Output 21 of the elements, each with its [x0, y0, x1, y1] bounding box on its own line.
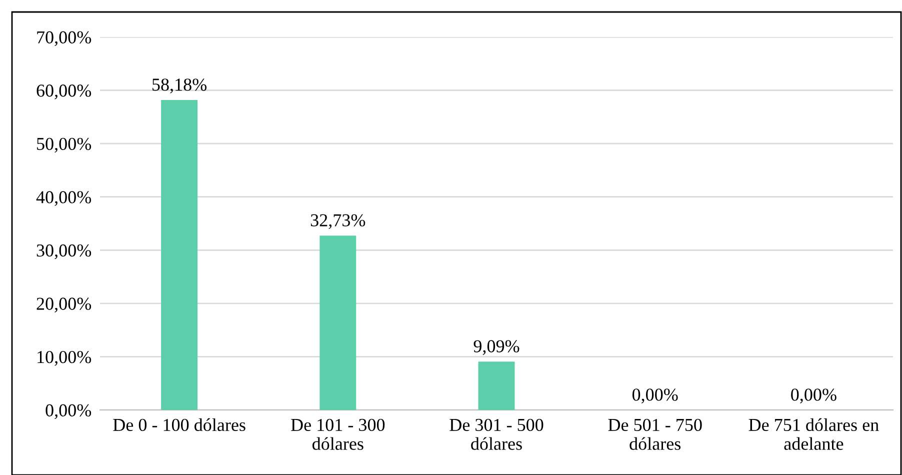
y-tick-label: 60,00% [36, 84, 92, 100]
x-tick-label: De 501 - 750 dólares [608, 418, 702, 450]
y-tick-label: 10,00% [38, 350, 92, 366]
data-label: 0,00% [791, 388, 836, 404]
y-tick-label: 40,00% [36, 191, 92, 206]
bar [478, 362, 515, 410]
data-label: 0,00% [632, 388, 678, 404]
x-tick-label: De 0 - 100 dólares [113, 418, 246, 432]
data-label: 9,09% [474, 340, 520, 355]
x-tick-label: De 101 - 300 dólares [291, 418, 385, 450]
y-tick-label: 50,00% [37, 138, 92, 153]
bar [161, 100, 198, 410]
data-label: 32,73% [310, 214, 366, 229]
x-tick-label: De 301 - 500 dólares [450, 418, 544, 450]
y-tick-label: 0,00% [46, 404, 92, 420]
data-label: 58,18% [152, 78, 207, 94]
y-tick-label: 70,00% [37, 31, 92, 46]
y-tick-label: 30,00% [36, 244, 92, 260]
bar [320, 236, 356, 410]
y-tick-label: 20,00% [36, 298, 92, 312]
x-tick-label: De 751 dólares en adelante [748, 418, 879, 450]
